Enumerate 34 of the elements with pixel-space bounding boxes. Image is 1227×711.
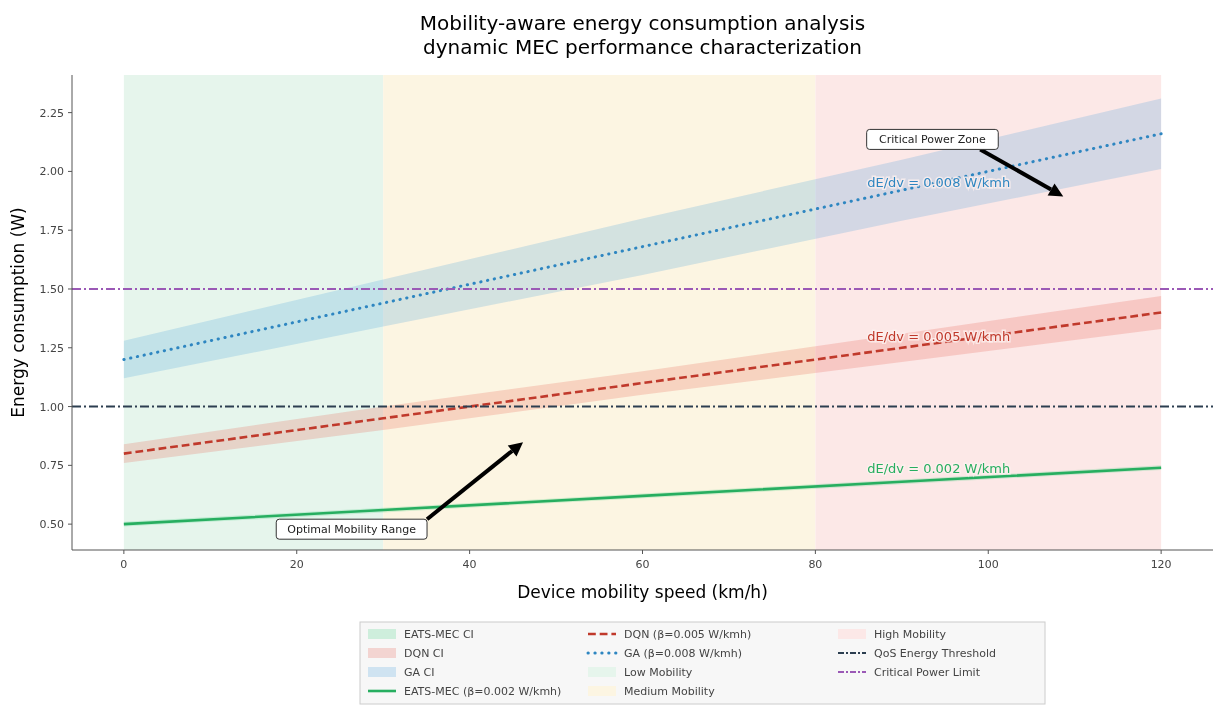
x-tick-label: 60 (635, 558, 650, 571)
y-tick-label: 1.75 (39, 224, 64, 238)
legend-label: GA (β=0.008 W/kmh) (624, 647, 742, 660)
x-axis-title: Device mobility speed (km/h) (517, 582, 768, 602)
y-tick-label: 1.00 (39, 400, 64, 414)
legend-label: EATS-MEC (β=0.002 W/kmh) (404, 685, 562, 698)
legend-label: Low Mobility (624, 666, 693, 679)
legend-label: EATS-MEC CI (404, 628, 474, 641)
y-tick-label: 1.25 (39, 341, 64, 355)
legend-label: Medium Mobility (624, 685, 716, 698)
legend-label: QoS Energy Threshold (874, 647, 997, 660)
x-tick-label: 120 (1150, 558, 1172, 571)
legend-label: DQN CI (404, 647, 444, 660)
chart-subtitle: dynamic MEC performance characterization (423, 35, 862, 59)
y-tick-label: 0.75 (39, 459, 64, 473)
annotation: dE/dv = 0.002 W/kmh (867, 460, 1011, 476)
y-tick-label: 2.25 (39, 106, 64, 120)
legend-label: High Mobility (874, 628, 947, 641)
x-tick-label: 80 (808, 558, 823, 571)
y-tick-label: 2.00 (39, 165, 64, 179)
x-tick-label: 100 (977, 558, 999, 571)
legend-label: DQN (β=0.005 W/kmh) (624, 628, 752, 641)
annotation: Critical Power Zone (879, 133, 987, 147)
y-axis-title: Energy consumption (W) (8, 207, 28, 418)
x-tick-label: 40 (462, 558, 477, 571)
legend-label: Critical Power Limit (874, 666, 981, 679)
chart-title: Mobility-aware energy consumption analysis (419, 11, 866, 35)
y-tick-label: 0.50 (39, 518, 64, 532)
x-tick-label: 0 (120, 558, 128, 571)
legend-label: GA CI (404, 666, 435, 679)
annotation: Optimal Mobility Range (287, 523, 417, 537)
y-tick-label: 1.50 (39, 282, 64, 296)
x-tick-label: 20 (289, 558, 304, 571)
line-series (122, 132, 1163, 362)
